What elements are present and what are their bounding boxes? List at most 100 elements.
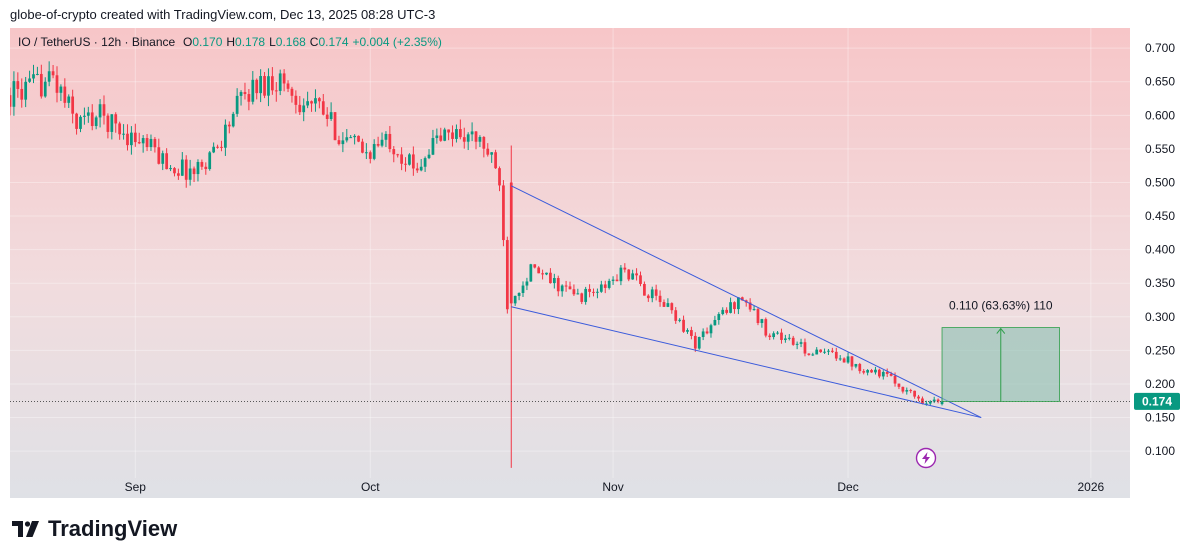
drawings <box>10 185 1130 419</box>
candle-body <box>599 284 603 292</box>
candle-body <box>302 105 306 113</box>
candle-body <box>537 267 541 274</box>
candle-body <box>666 303 670 307</box>
candle-body <box>897 383 901 387</box>
candle-body <box>321 101 325 115</box>
candle-body <box>521 285 525 293</box>
x-tick-label: Sep <box>125 480 147 494</box>
x-tick-label: Dec <box>837 480 858 494</box>
candle-body <box>654 289 658 296</box>
candle-body <box>787 337 791 339</box>
candle-body <box>740 297 744 301</box>
y-tick-label: 0.100 <box>1145 444 1175 458</box>
candle-body <box>208 152 212 170</box>
candle-body <box>725 309 729 313</box>
candle-body <box>474 131 478 142</box>
candle-body <box>157 147 161 164</box>
candle-body <box>28 78 31 82</box>
candle-body <box>932 399 936 402</box>
candle-body <box>498 168 501 186</box>
candle-body <box>490 152 494 155</box>
axes: 0.700 0.650 0.600 0.550 0.500 0.450 0.400 0.350… <box>125 41 1176 494</box>
candle-body <box>846 356 850 363</box>
candle-body <box>188 168 192 180</box>
candle-body <box>545 272 548 275</box>
candle-body <box>631 273 635 280</box>
candle-body <box>533 264 537 268</box>
candle-body <box>784 338 787 340</box>
legend-h-value: 0.178 <box>235 35 265 49</box>
tradingview-logo[interactable]: TradingView <box>12 516 177 542</box>
candle-body <box>623 267 627 270</box>
candle-body <box>314 98 317 104</box>
candle-body <box>39 73 43 97</box>
legend-h-label: H <box>226 35 235 49</box>
y-tick-label: 0.650 <box>1145 75 1175 89</box>
candle-body <box>372 144 376 159</box>
candle-body <box>431 138 435 155</box>
candle-body <box>737 297 740 310</box>
candle-body <box>353 135 356 138</box>
candle-body <box>603 284 607 288</box>
candle-body <box>842 358 846 363</box>
candle-body <box>799 342 803 344</box>
candle-body <box>290 88 294 96</box>
price-scale-background[interactable] <box>1130 28 1190 498</box>
candle-body <box>940 401 944 405</box>
candle-body <box>231 113 235 127</box>
candle-body <box>893 375 897 384</box>
candle-body <box>177 173 180 176</box>
candle-body <box>239 92 243 96</box>
candle-body <box>216 146 219 148</box>
candle-body <box>513 295 517 304</box>
legend-l-label: L <box>269 35 276 49</box>
candle-body <box>122 133 125 135</box>
candle-body <box>678 319 682 321</box>
candle-body <box>505 240 509 310</box>
candle-body <box>227 124 231 127</box>
candle-body <box>286 83 290 89</box>
candle-body <box>388 133 392 150</box>
candle-body <box>118 123 122 135</box>
candle-body <box>705 331 709 334</box>
chart-attribution: globe-of-crypto created with TradingView… <box>10 7 436 22</box>
candle-body <box>517 292 521 296</box>
y-tick-label: 0.550 <box>1145 142 1175 156</box>
candle-body <box>901 386 905 392</box>
candle-body <box>255 79 259 94</box>
candle-body <box>635 273 638 276</box>
candle-body <box>525 281 529 286</box>
candle-body <box>443 129 447 141</box>
candle-body <box>572 289 576 295</box>
candle-body <box>267 76 270 96</box>
price-badge <box>1134 392 1180 410</box>
candle-body <box>404 163 407 165</box>
candle-body <box>364 152 368 154</box>
candle-body <box>220 146 223 148</box>
candle-body <box>419 166 423 171</box>
candle-body <box>169 168 172 170</box>
candle-body <box>126 133 129 146</box>
candle-body <box>713 319 717 326</box>
x-tick-label: Nov <box>602 480 623 494</box>
candle-body <box>368 152 372 159</box>
candle-body <box>32 74 35 79</box>
candle-body <box>455 129 458 139</box>
candle-body <box>596 291 599 293</box>
candle-body <box>439 135 443 141</box>
candle-body <box>451 132 454 139</box>
candle-body <box>400 154 403 164</box>
x-tick-label: 2026 <box>1077 480 1104 494</box>
candle-body <box>924 403 928 405</box>
candle-body <box>819 349 822 353</box>
candle-body <box>204 166 208 170</box>
candle-body <box>889 373 893 376</box>
y-tick-label: 0.700 <box>1145 41 1175 55</box>
candle-body <box>862 371 866 373</box>
candle-body <box>161 153 165 164</box>
lightning-icon[interactable] <box>915 447 937 469</box>
candle-body <box>51 71 55 76</box>
price-chart[interactable]: 0.700 0.650 0.600 0.550 0.500 0.450 0.400 0.350… <box>8 28 1190 498</box>
candle-body <box>200 161 204 167</box>
legend-change: +0.004 (+2.35%) <box>353 35 442 49</box>
